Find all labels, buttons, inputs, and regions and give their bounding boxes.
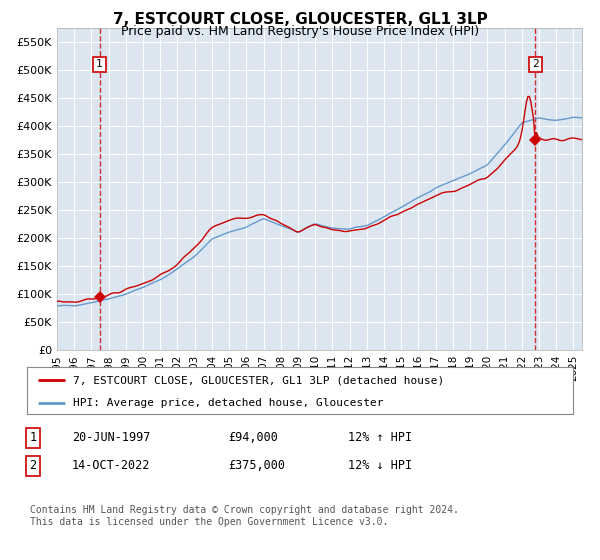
Text: HPI: Average price, detached house, Gloucester: HPI: Average price, detached house, Glou… bbox=[73, 398, 384, 408]
Text: 1: 1 bbox=[96, 59, 103, 69]
Text: 1: 1 bbox=[29, 431, 37, 445]
Text: 12% ↓ HPI: 12% ↓ HPI bbox=[348, 459, 412, 473]
Text: 20-JUN-1997: 20-JUN-1997 bbox=[72, 431, 151, 445]
Text: 14-OCT-2022: 14-OCT-2022 bbox=[72, 459, 151, 473]
Text: £375,000: £375,000 bbox=[228, 459, 285, 473]
Text: 7, ESTCOURT CLOSE, GLOUCESTER, GL1 3LP (detached house): 7, ESTCOURT CLOSE, GLOUCESTER, GL1 3LP (… bbox=[73, 375, 445, 385]
Text: 12% ↑ HPI: 12% ↑ HPI bbox=[348, 431, 412, 445]
Text: Contains HM Land Registry data © Crown copyright and database right 2024.
This d: Contains HM Land Registry data © Crown c… bbox=[30, 505, 459, 527]
Text: 2: 2 bbox=[29, 459, 37, 473]
Text: Price paid vs. HM Land Registry's House Price Index (HPI): Price paid vs. HM Land Registry's House … bbox=[121, 25, 479, 38]
Text: £94,000: £94,000 bbox=[228, 431, 278, 445]
Text: 7, ESTCOURT CLOSE, GLOUCESTER, GL1 3LP: 7, ESTCOURT CLOSE, GLOUCESTER, GL1 3LP bbox=[113, 12, 487, 27]
Text: 2: 2 bbox=[532, 59, 539, 69]
